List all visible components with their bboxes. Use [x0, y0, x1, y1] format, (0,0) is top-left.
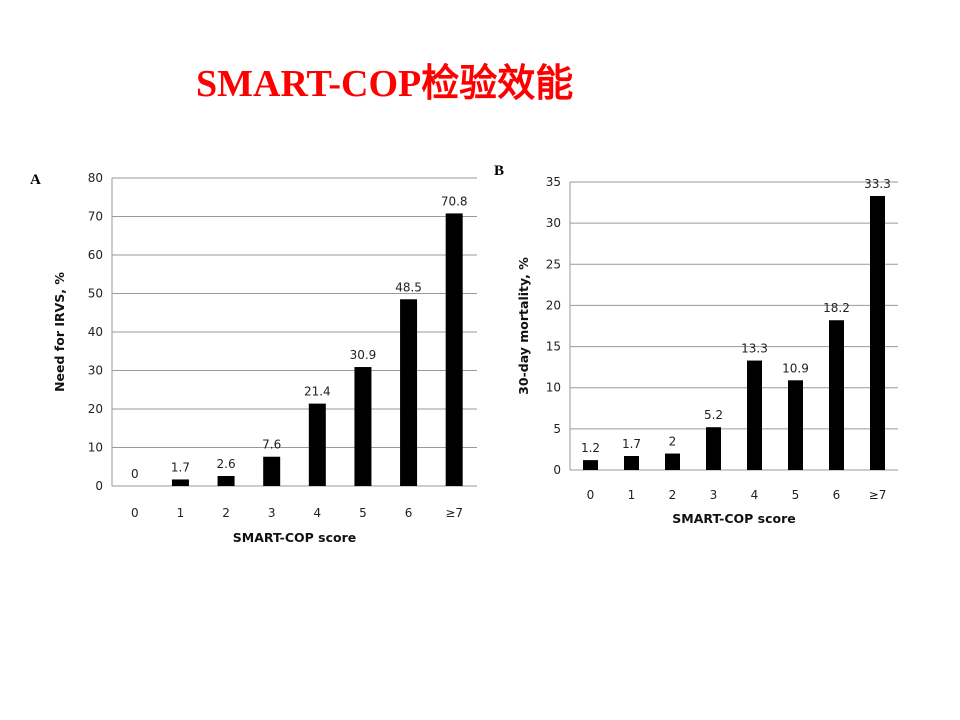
chart-b-data-label: 1.7	[622, 437, 641, 451]
chart-a-x-tick-label: 3	[268, 506, 276, 520]
chart-a-y-tick-label: 20	[88, 402, 103, 416]
chart-a-y-tick-label: 80	[88, 171, 103, 185]
chart-b-y-tick-label: 15	[546, 340, 561, 354]
chart-b-y-tick-label: 30	[546, 216, 561, 230]
chart-a-x-axis-title: SMART-COP score	[233, 530, 356, 545]
chart-a-data-label: 21.4	[304, 385, 331, 399]
chart-a-bar	[445, 213, 463, 487]
chart-b-y-tick-label: 35	[546, 175, 561, 189]
chart-a-x-tick-label: 5	[359, 506, 367, 520]
chart-a-x-tick-label: 6	[405, 506, 413, 520]
chart-b-y-tick-label: 20	[546, 298, 561, 312]
chart-b-bar	[665, 453, 680, 470]
chart-b-data-label: 1.2	[581, 441, 600, 455]
chart-b-bar	[870, 195, 885, 470]
chart-a-bar	[171, 479, 189, 486]
chart-a-bar	[354, 367, 372, 486]
chart-a-y-tick-label: 70	[88, 210, 103, 224]
chart-b-bar	[788, 380, 803, 470]
chart-a-x-tick-label: 2	[222, 506, 230, 520]
chart-b-data-label: 5.2	[704, 408, 723, 422]
chart-a-data-label: 7.6	[262, 438, 281, 452]
chart-b-bar	[829, 320, 844, 470]
chart-b-y-tick-label: 25	[546, 257, 561, 271]
chart-b-panel-letter: B	[494, 163, 504, 179]
chart-a-y-tick-label: 0	[95, 479, 103, 493]
chart-b-data-label: 13.3	[741, 342, 768, 356]
chart-a-data-label: 0	[131, 467, 139, 481]
chart-a-data-label: 1.7	[171, 460, 190, 474]
chart-b-x-tick-label: 3	[710, 488, 718, 502]
chart-b-data-label: 10.9	[782, 361, 809, 375]
chart-b-y-tick-label: 5	[553, 422, 561, 436]
chart-b-data-label: 33.3	[864, 177, 891, 191]
chart-b-data-label: 2	[669, 435, 677, 449]
chart-b-x-tick-label: 6	[833, 488, 841, 502]
chart-b-x-tick-label: ≥7	[869, 488, 887, 502]
chart-a-y-axis-title: Need for IRVS, %	[52, 272, 67, 392]
chart-a-bar	[217, 475, 235, 486]
chart-a-data-label: 48.5	[395, 280, 422, 294]
chart-a-x-tick-label: 4	[313, 506, 321, 520]
slide-title: SMART-COP检验效能	[196, 63, 574, 105]
chart-b-x-tick-label: 5	[792, 488, 800, 502]
chart-a-bar	[263, 456, 281, 486]
chart-a-panel-letter: A	[30, 172, 41, 188]
chart-a-x-tick-label: ≥7	[445, 506, 463, 520]
chart-a-y-tick-label: 40	[88, 325, 103, 339]
chart-b-y-tick-label: 0	[553, 463, 561, 477]
chart-b-bar	[747, 360, 762, 470]
chart-a-data-label: 2.6	[217, 457, 236, 471]
chart-a-y-tick-label: 60	[88, 248, 103, 262]
chart-b-bar	[706, 427, 721, 470]
chart-a-y-tick-label: 30	[88, 364, 103, 378]
chart-b-x-tick-label: 0	[587, 488, 595, 502]
chart-a-x-tick-label: 1	[177, 506, 185, 520]
chart-a-data-label: 30.9	[350, 348, 377, 362]
chart-b-x-tick-label: 1	[628, 488, 636, 502]
chart-a-data-label: 70.8	[441, 194, 468, 208]
chart-b-x-tick-label: 2	[669, 488, 677, 502]
chart-a-x-tick-label: 0	[131, 506, 139, 520]
chart-a-bar	[400, 299, 418, 486]
chart-b-y-axis-title: 30-day mortality, %	[516, 257, 531, 395]
chart-b-x-tick-label: 4	[751, 488, 759, 502]
chart-a-y-tick-label: 50	[88, 287, 103, 301]
chart-b-x-axis-title: SMART-COP score	[672, 511, 795, 526]
chart-b-data-label: 18.2	[823, 301, 850, 315]
chart-b-bar	[583, 460, 598, 470]
chart-a-bar	[308, 403, 326, 486]
chart-b-y-tick-label: 10	[546, 381, 561, 395]
chart-a-y-tick-label: 10	[88, 441, 103, 455]
chart-b-bar	[624, 456, 639, 470]
